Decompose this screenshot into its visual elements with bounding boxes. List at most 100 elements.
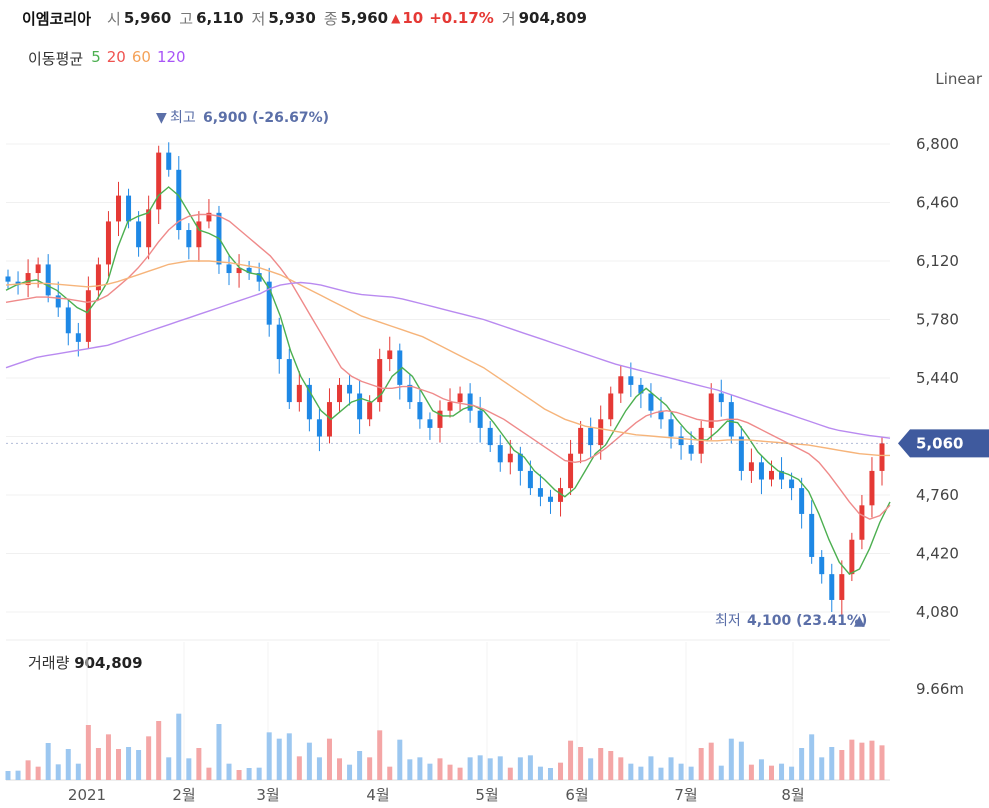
candle-body: [638, 384, 644, 394]
ma-lines: [5, 186, 891, 575]
volume-bar: [166, 757, 172, 780]
high-down-triangle-icon: ▼: [156, 110, 167, 126]
high-label: 고: [179, 9, 194, 28]
candle-body: [839, 574, 845, 600]
moving-average-legend[interactable]: 이동평균 5 20 60 120: [28, 48, 186, 69]
candle-body: [286, 359, 292, 403]
volume-bar: [849, 739, 855, 780]
candle-body: [367, 402, 373, 420]
candle-body: [326, 402, 332, 437]
volume-bar: [377, 730, 383, 780]
candle-body: [206, 212, 212, 222]
candle-body: [256, 273, 262, 282]
volume-bar: [347, 764, 353, 780]
current-price-tag: [898, 429, 989, 458]
candle-body: [628, 376, 634, 385]
candle-body: [879, 443, 885, 471]
candle-body: [407, 384, 413, 403]
candle-body: [196, 221, 202, 248]
change-value: 10: [402, 9, 424, 27]
volume-axis-tick: 9.66m: [916, 680, 964, 698]
candle-body: [316, 419, 322, 437]
scale-mode-toggle[interactable]: Linear: [935, 70, 982, 88]
candle-body: [517, 453, 523, 471]
volume-bar: [266, 732, 272, 780]
volume-bar: [256, 767, 262, 780]
volume-bar: [477, 755, 483, 780]
candle-body: [648, 393, 654, 411]
volume-bar: [517, 757, 523, 780]
candle-body: [146, 209, 152, 248]
volume-bar: [326, 738, 332, 780]
candle-body: [477, 410, 483, 428]
candle-body: [447, 402, 453, 411]
volume-bar: [487, 758, 493, 780]
volume-panel-value: 904,809: [74, 654, 143, 672]
volume-bar: [136, 750, 142, 780]
y-tick-label: 6,460: [916, 194, 959, 212]
ma-20-label: 20: [106, 48, 126, 66]
candle-body: [126, 195, 132, 222]
volume-bar: [196, 748, 202, 780]
volume-bar: [206, 767, 212, 780]
candle-body: [45, 264, 51, 296]
high-annotation-value: 6,900 (-26.67%): [203, 110, 329, 126]
x-tick-label: 2021: [68, 786, 106, 804]
volume-bar: [226, 763, 232, 780]
candle-body: [829, 574, 835, 600]
volume-bar: [397, 739, 403, 780]
volume-bar: [578, 747, 584, 780]
ma120-line: [5, 281, 891, 439]
y-tick-label: 4,420: [916, 545, 959, 563]
ma5-line: [5, 186, 891, 575]
candle-body: [467, 393, 473, 411]
volume-value: 904,809: [518, 9, 587, 27]
y-tick-label: 4,760: [916, 486, 959, 504]
volume-bar: [698, 748, 704, 780]
candle-body: [618, 376, 624, 394]
volume-bar: [186, 758, 192, 780]
low-up-triangle-icon: ▲: [854, 613, 865, 629]
x-tick-label: 4월: [366, 786, 389, 804]
volume-bar: [568, 740, 574, 780]
candle-body: [105, 221, 111, 265]
volume-bar: [417, 757, 423, 780]
low-label: 저: [251, 9, 266, 28]
volume-bar: [618, 757, 624, 780]
current-price-label: 5,060: [916, 434, 963, 452]
candle-body: [417, 402, 423, 420]
high-annotation-prefix: 최고: [170, 110, 196, 126]
candle-body: [568, 453, 574, 489]
ma-5-label: 5: [91, 48, 101, 66]
candle-body: [5, 276, 11, 282]
volume-bar: [859, 742, 865, 780]
volume-bar: [608, 751, 614, 780]
volume-bar: [668, 757, 674, 780]
candle-body: [65, 307, 71, 334]
quote-header: 이엠코리아 시 5,960 고 6,110 저 5,930 종 5,960 ▲ …: [22, 6, 595, 30]
volume-bar: [357, 751, 363, 780]
candle-body: [547, 496, 553, 502]
volume-bar: [105, 734, 111, 780]
close-value: 5,960: [340, 9, 389, 27]
candle-body: [85, 290, 91, 342]
volume-bar: [25, 760, 31, 780]
ma-120-label: 120: [156, 48, 186, 66]
candle-body: [708, 393, 714, 428]
candle-body: [347, 384, 353, 394]
volume-bar: [558, 762, 564, 780]
candle-body: [397, 350, 403, 385]
y-tick-label: 4,080: [916, 603, 959, 621]
volume-bar: [779, 763, 785, 780]
x-tick-label: 7월: [674, 786, 697, 804]
volume-bar: [116, 749, 122, 780]
candle-body: [668, 419, 674, 437]
volume-bar: [65, 749, 71, 780]
candle-body: [276, 324, 282, 360]
ma-60-label: 60: [131, 48, 151, 66]
volume-bar: [457, 767, 463, 780]
close-label: 종: [323, 9, 338, 28]
volume-bar: [758, 759, 764, 780]
volume-bar: [246, 768, 252, 780]
